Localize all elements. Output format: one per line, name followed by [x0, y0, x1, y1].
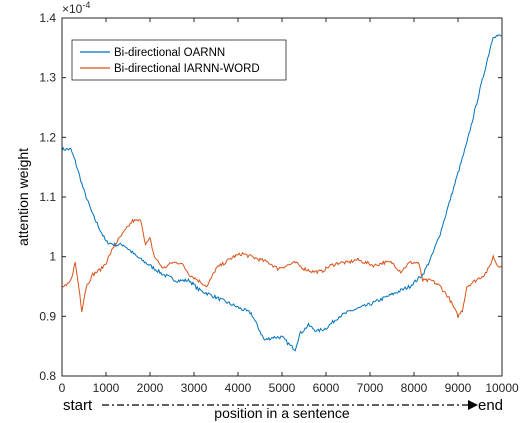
x-tick-label: 3000: [181, 381, 208, 395]
x-tick-label: 9000: [445, 381, 472, 395]
x-end-label: end: [478, 397, 503, 414]
ticks-layer: 0 1000 2000 3000 4000 5000 6000 7000 8000 9000 100…: [39, 11, 519, 395]
y-axis-label: attention weight: [15, 148, 31, 246]
x-tick-label: 10000: [485, 381, 519, 395]
series-line-0: [61, 34, 502, 352]
series-line-1: [61, 218, 503, 319]
legend-label-iarnn-word: Bi-directional IARNN-WORD: [114, 63, 260, 75]
x-tick-label: 5000: [269, 381, 296, 395]
x-tick-label: 4000: [225, 381, 252, 395]
y-tick-label: 0.9: [39, 309, 56, 323]
x-axis-label: position in a sentence: [214, 405, 350, 421]
x-tick-label: 6000: [313, 381, 340, 395]
legend-label-oarnn: Bi-directional OARNN: [114, 47, 225, 59]
series-layer: [61, 34, 503, 352]
x-start-label: start: [63, 397, 93, 414]
x-tick-label: 1000: [93, 381, 120, 395]
x-tick-label: 7000: [357, 381, 384, 395]
y-tick-label: 1.2: [39, 130, 56, 144]
x-direction-arrow-head: [468, 400, 478, 410]
x-tick-label: 2000: [137, 381, 164, 395]
y-multiplier: ×10-4: [62, 0, 90, 16]
y-tick-label: 1.1: [39, 190, 56, 204]
x-tick-label: 0: [59, 381, 66, 395]
x-tick-label: 8000: [401, 381, 428, 395]
y-tick-label: 1.3: [39, 71, 56, 85]
legend: Bi-directional OARNN Bi-directional IARN…: [71, 39, 287, 81]
y-tick-label: 0.8: [39, 369, 56, 383]
legend-box: [71, 39, 287, 81]
y-tick-label: 1: [49, 250, 56, 264]
y-tick-label: 1.4: [39, 11, 56, 25]
